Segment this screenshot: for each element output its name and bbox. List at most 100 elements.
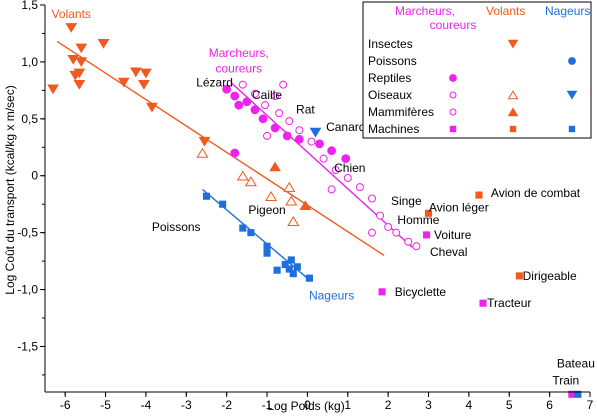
fit-line-volants	[56, 40, 385, 256]
y-axis-label: Log Coût du transport (kcal/kg x m/sec)	[3, 85, 17, 294]
y-tick-label: 1,5	[21, 0, 38, 12]
data-point	[75, 57, 88, 67]
data-point	[65, 23, 78, 33]
group-label: coureurs	[215, 62, 262, 76]
data-point	[287, 216, 300, 227]
data-point	[247, 229, 255, 237]
data-point	[378, 288, 386, 296]
data-point	[368, 194, 376, 203]
data-point	[129, 67, 142, 78]
data-point	[281, 260, 289, 269]
legend-row-label: Insectes	[368, 37, 413, 51]
data-point	[269, 161, 281, 172]
data-point	[327, 185, 336, 194]
data-point	[67, 54, 80, 65]
data-point	[263, 242, 271, 250]
data-point	[230, 91, 240, 101]
legend: Marcheurs, Volants coureurs Nageurs Insectes…	[362, 1, 592, 139]
legend-marker	[568, 125, 576, 133]
data-point	[294, 134, 304, 144]
data-point	[250, 89, 259, 98]
data-point	[275, 109, 284, 118]
data-point	[73, 80, 86, 90]
data-point	[47, 84, 59, 95]
legend-box	[362, 1, 592, 139]
data-point	[319, 154, 328, 163]
x-tick-label: 0	[304, 398, 311, 412]
legend-header-coureurs: coureurs	[430, 18, 477, 32]
data-point	[73, 68, 86, 79]
legend-marker	[449, 108, 457, 116]
data-point	[263, 131, 272, 140]
legend-header-marcheurs: Marcheurs,	[395, 4, 455, 18]
data-point	[307, 137, 316, 146]
x-axis-label: Log Poids (kg)	[267, 399, 344, 413]
data-point	[368, 228, 376, 237]
annotations: LézardCailleRatCanardChienSingeHommeAvio…	[152, 75, 595, 387]
y-tick-label: -0,5	[17, 226, 38, 240]
y-tick-label: -1,0	[17, 283, 38, 297]
data-point	[244, 176, 257, 187]
data-point	[273, 266, 281, 274]
y-tick-label: 0,5	[21, 112, 38, 126]
data-point	[261, 101, 270, 110]
x-tick-label: 3	[425, 398, 432, 412]
legend-marker	[507, 90, 519, 100]
annotation-label: Bateau	[557, 357, 595, 371]
annotation-label: Canard	[326, 120, 365, 134]
x-tick-label: -4	[141, 398, 152, 412]
x-tick-label: -6	[60, 398, 71, 412]
fit-line-marcheurs	[230, 81, 413, 248]
legend-row-label: Mammifères	[368, 105, 434, 119]
data-point	[305, 274, 313, 282]
data-point	[574, 390, 582, 398]
legend-marker	[566, 90, 578, 100]
data-point	[315, 139, 324, 149]
legend-marker	[509, 125, 517, 133]
group-label: Volants	[52, 7, 91, 21]
annotation-label: Homme	[397, 213, 439, 227]
x-tick-label: -5	[100, 398, 111, 412]
data-point	[343, 174, 352, 183]
x-tick-label: 2	[385, 398, 392, 412]
x-tick-label: -3	[181, 398, 192, 412]
data-point	[515, 272, 523, 280]
data-point	[230, 148, 240, 158]
data-point	[282, 131, 292, 141]
data-point	[309, 127, 322, 138]
data-point	[238, 80, 247, 89]
data-point	[285, 265, 293, 273]
data-point	[234, 100, 244, 110]
data-point	[285, 195, 298, 206]
data-point	[279, 80, 288, 89]
data-point	[271, 92, 280, 101]
data-point	[97, 39, 110, 49]
data-point	[424, 209, 433, 217]
axes: -6 -5 -4 -3 -2 -1 0 1 2 3 4 5 6 7 1,5 1,0 0,5 0 -0,5 -1,0 -1…	[17, 0, 593, 412]
legend-marker	[568, 57, 576, 65]
group-labels: Volants Marcheurs, coureurs Nageurs	[52, 7, 355, 302]
legend-row-label: Oiseaux	[368, 88, 412, 102]
y-tick-label: 0	[31, 169, 38, 183]
data-point	[140, 68, 152, 79]
annotation-label: Tracteur	[487, 296, 531, 310]
data-point	[236, 170, 249, 181]
data-point	[258, 114, 268, 124]
data-point	[376, 211, 385, 220]
data-point	[250, 105, 260, 115]
annotation-label: Caille	[252, 88, 282, 102]
x-tick-label: 6	[546, 398, 553, 412]
data-point	[242, 97, 252, 107]
data-point	[293, 263, 301, 271]
data-point	[295, 126, 304, 135]
x-tick-label: 7	[587, 398, 594, 412]
data-point	[198, 136, 211, 147]
data-point	[287, 256, 295, 264]
data-point	[138, 80, 150, 90]
data-point	[299, 200, 312, 211]
data-point	[404, 237, 413, 246]
data-point	[412, 242, 421, 251]
data-point	[146, 102, 158, 113]
data-point	[239, 224, 247, 232]
